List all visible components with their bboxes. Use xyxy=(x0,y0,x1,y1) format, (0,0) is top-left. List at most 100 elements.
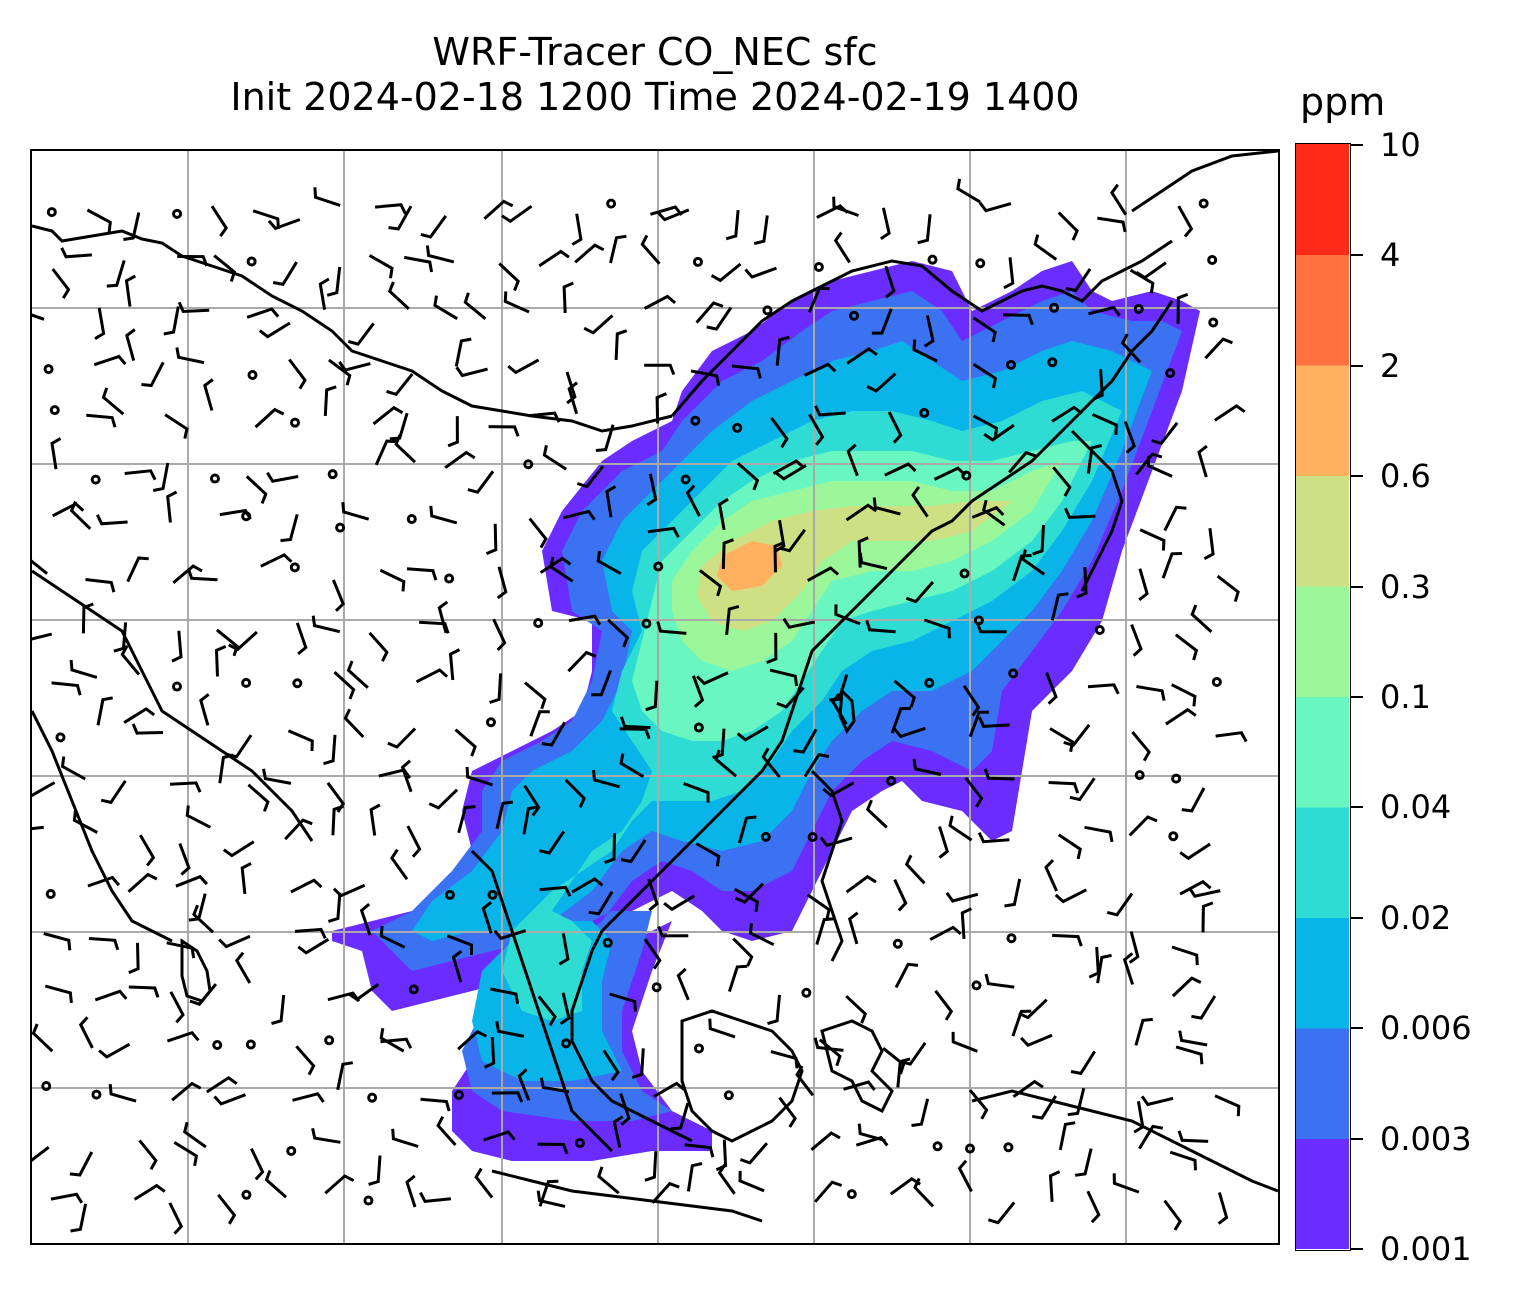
wind-barb xyxy=(205,1075,238,1094)
wind-barb xyxy=(912,339,938,363)
wind-barb xyxy=(326,781,346,813)
wind-barb xyxy=(240,862,252,895)
wind-barb xyxy=(496,566,508,600)
calm-wind-circle xyxy=(289,417,300,428)
wind-barb xyxy=(803,752,830,778)
wind-barb xyxy=(228,630,258,652)
wind-barb xyxy=(683,782,710,803)
wind-barb xyxy=(490,987,520,1005)
wind-barb xyxy=(98,1042,131,1059)
wind-barb xyxy=(175,347,205,365)
wind-barb xyxy=(258,321,291,339)
wind-barb xyxy=(539,885,572,897)
wind-barb xyxy=(977,832,1010,844)
wind-barb xyxy=(491,1091,524,1103)
wind-barb xyxy=(1069,777,1096,802)
wind-barb xyxy=(474,1167,494,1199)
wind-barb xyxy=(1052,933,1083,947)
wind-barb xyxy=(592,769,620,789)
wind-barb xyxy=(737,815,757,844)
wind-barb xyxy=(732,937,754,967)
wind-barb xyxy=(1179,842,1211,861)
wind-barb xyxy=(288,358,307,390)
colorbar-unit-label: ppm xyxy=(1300,80,1386,124)
wind-barb xyxy=(983,768,1015,781)
wind-barb xyxy=(893,679,917,708)
wind-barb xyxy=(177,255,209,267)
wind-barb xyxy=(571,213,583,246)
wind-barb xyxy=(602,1049,620,1082)
wind-barb xyxy=(326,266,342,297)
wind-barb xyxy=(406,825,422,858)
wind-barb xyxy=(929,925,962,941)
wind-barb xyxy=(1135,452,1163,476)
wind-barb xyxy=(100,779,127,805)
calm-wind-circle xyxy=(171,681,182,692)
wind-barb xyxy=(537,1142,569,1155)
wind-barb xyxy=(444,450,476,469)
wind-barb xyxy=(332,579,345,612)
wind-barb xyxy=(1051,405,1083,423)
wind-barb xyxy=(845,503,878,522)
wind-barb xyxy=(425,245,455,264)
wind-barb xyxy=(108,1083,137,1103)
colorbar-tick xyxy=(1351,1248,1363,1250)
wind-barb xyxy=(884,462,917,477)
wind-barb xyxy=(725,209,740,241)
wind-barb xyxy=(380,1037,413,1049)
wind-barb xyxy=(166,1030,200,1043)
wind-barb xyxy=(218,934,251,949)
wind-barb xyxy=(1191,995,1217,1020)
wind-barb xyxy=(656,621,687,635)
wind-barb xyxy=(609,234,627,264)
wind-barb xyxy=(338,361,371,372)
wind-barb xyxy=(528,411,561,423)
wind-barb xyxy=(900,1041,927,1066)
colorbar-tick xyxy=(1351,1027,1363,1030)
wind-barb xyxy=(1070,1050,1096,1076)
colorbar-tick-label: 0.003 xyxy=(1380,1119,1472,1158)
wind-barb xyxy=(657,926,689,938)
wind-barb xyxy=(562,281,574,314)
wind-barb xyxy=(567,381,579,415)
wind-barb xyxy=(182,1121,207,1149)
wind-barb xyxy=(818,1038,842,1067)
wind-barb xyxy=(1214,1094,1241,1117)
wind-barb xyxy=(501,204,533,224)
wind-barb xyxy=(960,907,973,939)
wind-barb xyxy=(567,650,597,673)
wind-barb xyxy=(264,1169,287,1199)
calm-wind-circle xyxy=(606,198,617,209)
wind-barb xyxy=(945,892,979,903)
wind-barb xyxy=(871,308,893,335)
wind-barb xyxy=(1031,1095,1057,1120)
calm-wind-circle xyxy=(485,717,496,728)
wind-barb xyxy=(770,417,789,449)
wind-barb xyxy=(779,528,807,553)
wind-barb xyxy=(690,369,721,386)
wind-barb xyxy=(1004,878,1022,908)
wind-barb xyxy=(467,470,495,494)
wind-barb xyxy=(1012,1079,1044,1098)
wind-barb xyxy=(88,937,120,951)
wind-barb xyxy=(1048,781,1080,794)
wind-barb xyxy=(123,707,156,724)
wind-barb xyxy=(645,680,659,712)
wind-barb xyxy=(782,617,815,629)
wind-barb xyxy=(448,648,461,681)
wind-barb xyxy=(934,989,954,1021)
wind-barb xyxy=(51,681,82,696)
wind-barb xyxy=(234,951,252,984)
wind-barb xyxy=(1179,879,1212,896)
colorbar-tick-label: 0.6 xyxy=(1380,457,1431,496)
wind-barb xyxy=(706,306,733,331)
calm-wind-circle xyxy=(919,407,930,418)
wind-barb xyxy=(419,1191,452,1203)
wind-barb xyxy=(620,839,647,864)
wind-barb xyxy=(199,693,210,726)
wind-barb xyxy=(405,1174,417,1208)
wind-barb xyxy=(210,205,229,237)
wind-barb xyxy=(983,423,1015,442)
wind-barb xyxy=(94,989,128,1002)
wind-barb xyxy=(1151,421,1179,446)
